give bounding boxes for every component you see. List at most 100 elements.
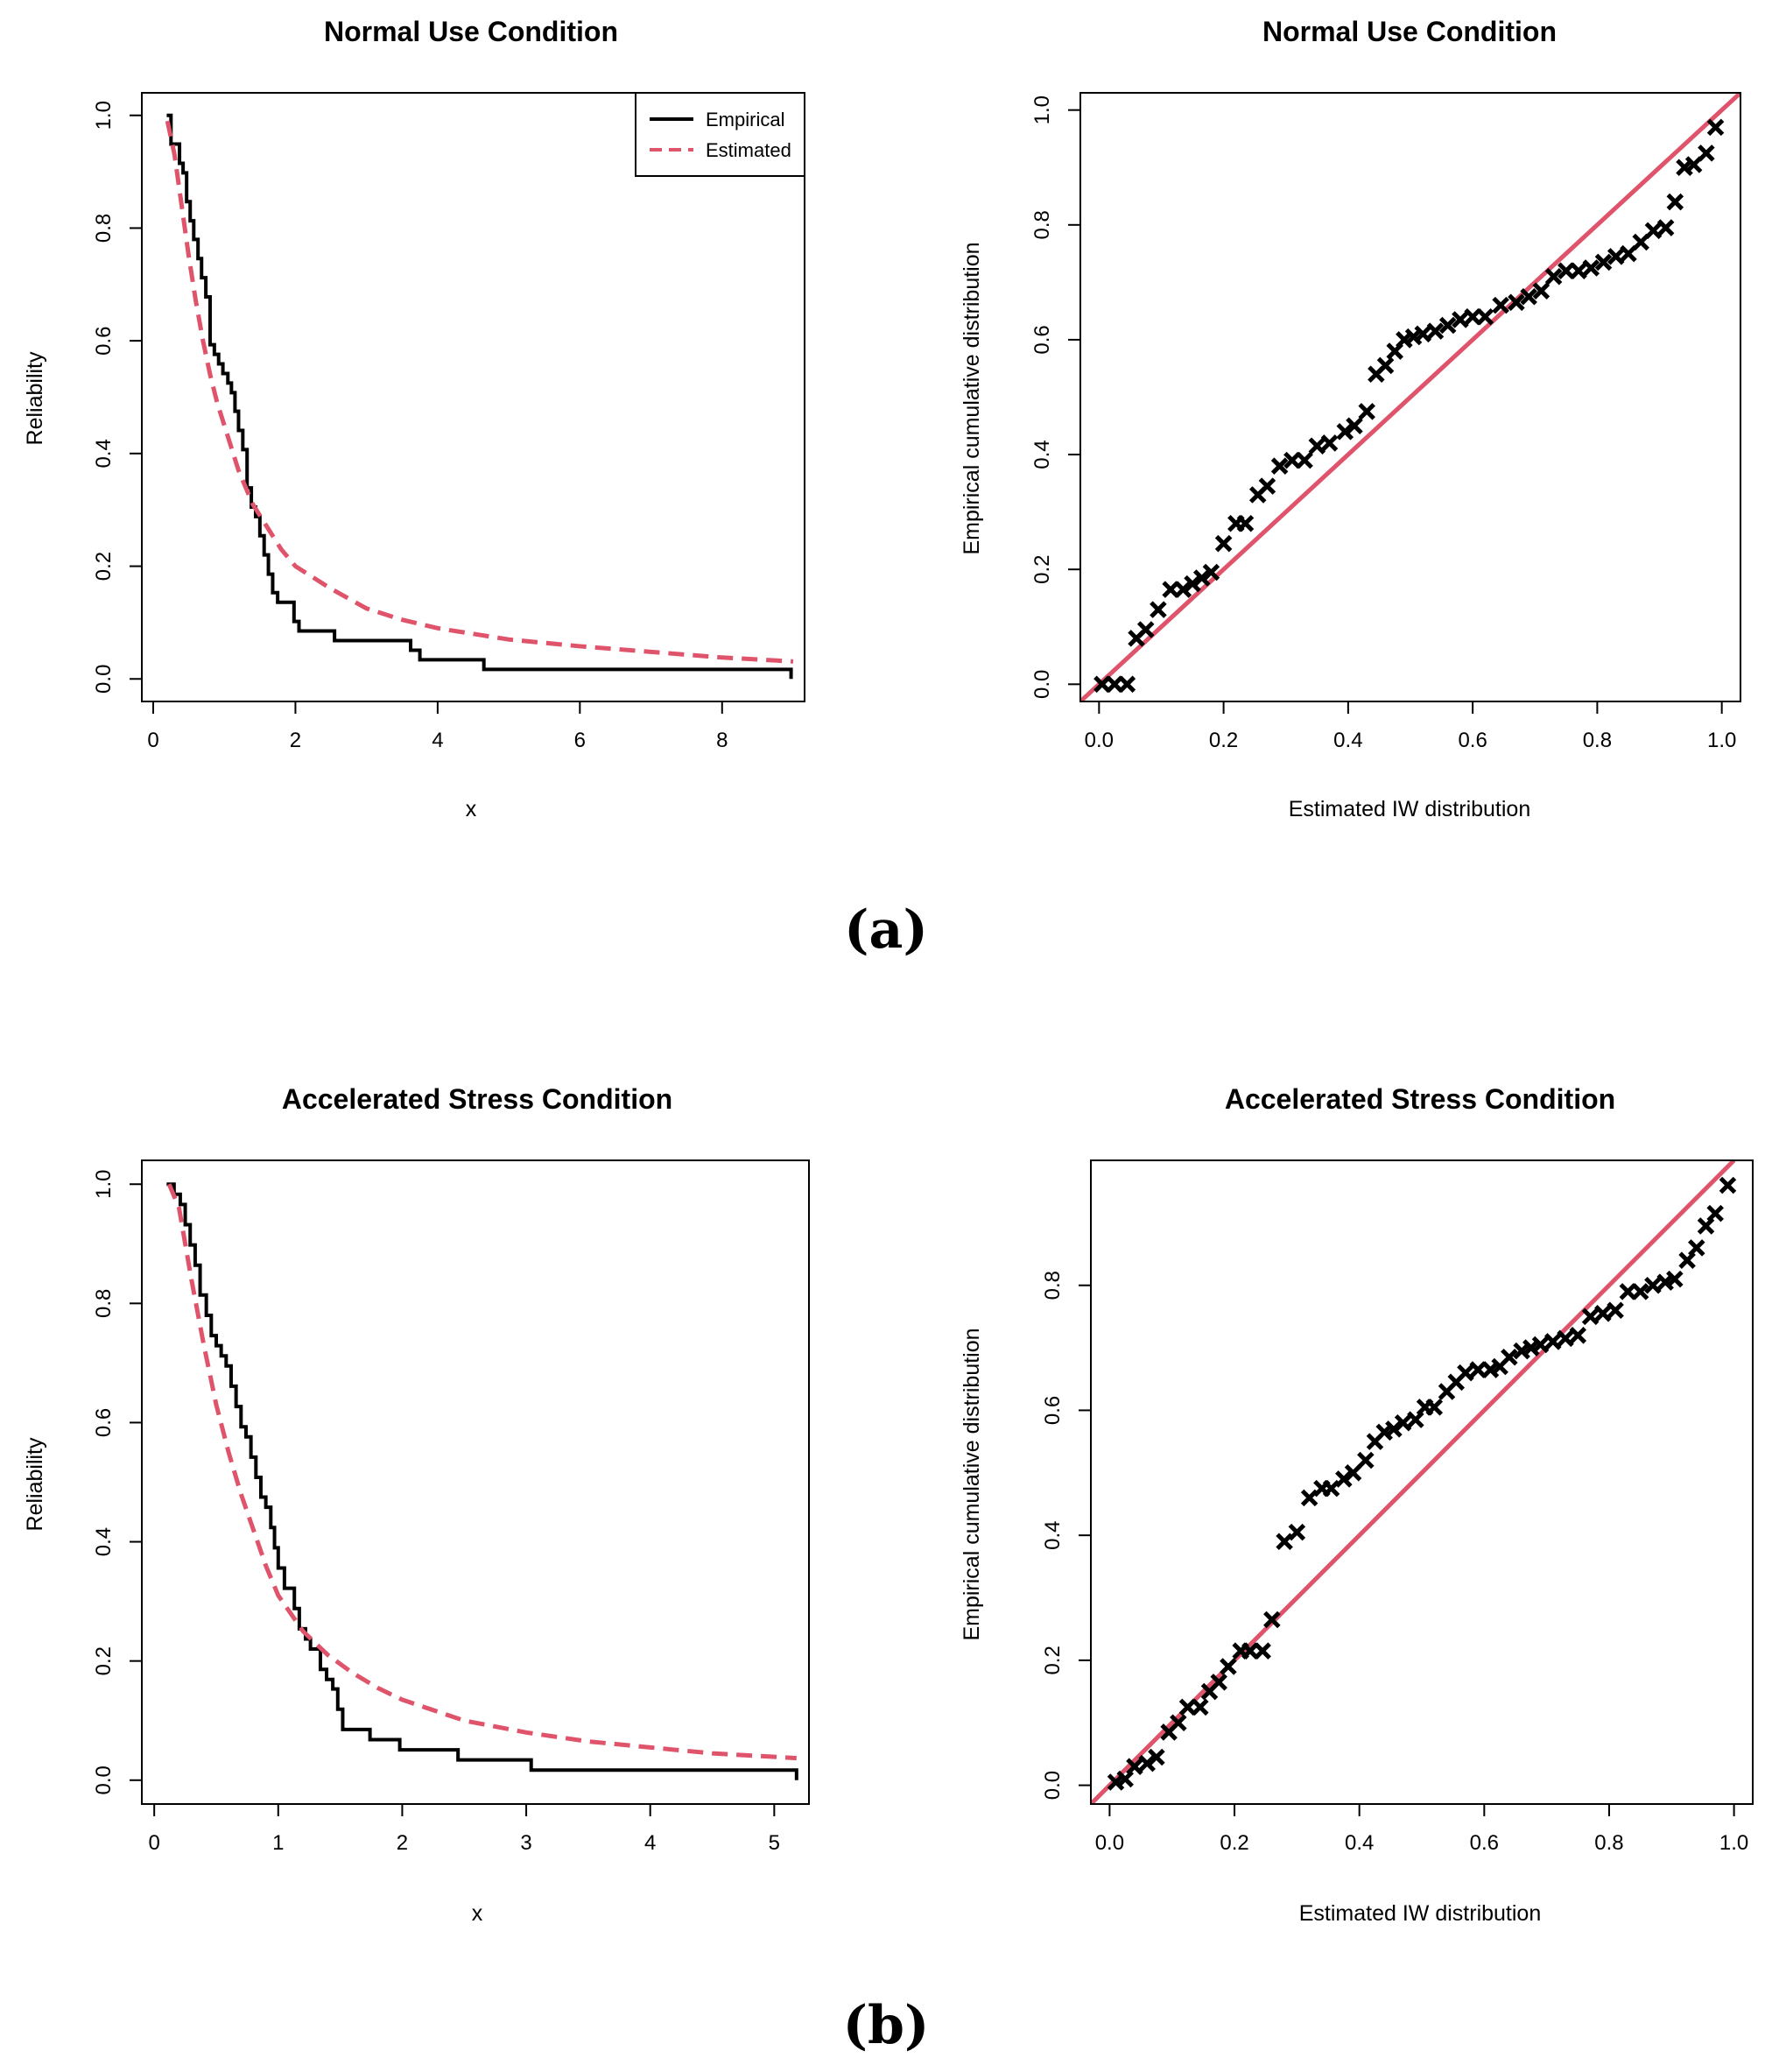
data-point xyxy=(1452,311,1469,328)
x-tick-label: 4 xyxy=(644,1831,656,1855)
data-point xyxy=(1481,1361,1500,1378)
data-point xyxy=(1678,1251,1696,1269)
data-point xyxy=(1138,1754,1156,1772)
data-point xyxy=(1581,1307,1600,1326)
data-point xyxy=(1236,514,1255,532)
x-axis-label: Estimated IW distribution xyxy=(1299,1901,1542,1926)
panel-label-a: (a) xyxy=(844,899,928,961)
data-point xyxy=(1544,268,1563,285)
y-axis-label: Reliability xyxy=(23,351,47,445)
plot-area xyxy=(1091,1160,1737,1804)
data-point xyxy=(1220,1658,1237,1675)
x-tick-label: 0.4 xyxy=(1345,1831,1374,1855)
x-tick-label: 0 xyxy=(147,729,158,752)
x-tick-label: 0.6 xyxy=(1458,729,1487,752)
data-point xyxy=(1570,262,1587,280)
data-point xyxy=(1607,1301,1624,1320)
chart-title: Accelerated Stress Condition xyxy=(282,1083,672,1115)
data-point xyxy=(1531,1336,1550,1354)
data-point xyxy=(1107,1773,1125,1791)
y-tick-label: 0.0 xyxy=(92,665,116,694)
chart-b-pp-plot: Accelerated Stress Condition Estimated I… xyxy=(960,1083,1754,1926)
x-tick-label: 0.0 xyxy=(1095,1831,1124,1855)
y-tick-label: 0.4 xyxy=(92,439,116,468)
data-point xyxy=(1425,1399,1444,1416)
x-tick-label: 1.0 xyxy=(1707,729,1736,752)
data-point xyxy=(1644,1276,1662,1294)
x-tick-label: 0.2 xyxy=(1220,1831,1248,1855)
y-tick-label: 0.4 xyxy=(1030,440,1054,469)
chart-a-reliability: Normal Use Condition x Reliability 0 2 4 6 8… xyxy=(23,16,805,821)
x-tick-label: 0.0 xyxy=(1085,729,1114,752)
data-point xyxy=(1106,675,1123,694)
plot-area xyxy=(166,1182,798,1780)
data-point xyxy=(1582,259,1600,277)
x-tick-label: 4 xyxy=(432,729,443,752)
y-tick-label: 1.0 xyxy=(1030,95,1054,124)
x-axis-label: x xyxy=(472,1901,483,1926)
plot-area xyxy=(1080,93,1740,701)
x-tick-label: 0.8 xyxy=(1583,729,1612,752)
data-point xyxy=(1376,356,1395,375)
data-point xyxy=(1594,253,1613,271)
y-tick-label: 0.2 xyxy=(1041,1646,1065,1674)
series-line-empirical xyxy=(166,1182,798,1780)
axis-ticks: 0.0 0.2 0.4 0.6 0.8 1.0 0.0 0.2 0.4 0.6 0.8 xyxy=(1041,1271,1748,1855)
data-point xyxy=(1513,1342,1530,1360)
y-tick-label: 0.8 xyxy=(1030,210,1054,239)
y-tick-label: 0.6 xyxy=(92,1408,116,1437)
chart-title: Accelerated Stress Condition xyxy=(1225,1083,1615,1115)
data-point xyxy=(1308,437,1326,455)
data-point xyxy=(1607,248,1625,265)
data-point xyxy=(1394,1413,1412,1432)
data-point xyxy=(1148,1748,1165,1766)
chart-a-pp-plot: Normal Use Condition Estimated IW distri… xyxy=(960,16,1741,821)
panel-label-b: (b) xyxy=(843,1995,930,2056)
data-point xyxy=(1320,434,1339,452)
data-point xyxy=(1192,1698,1209,1716)
y-tick-label: 0.2 xyxy=(92,552,116,581)
legend-estimated-label: Estimated xyxy=(706,139,791,161)
y-tick-label: 0.0 xyxy=(92,1765,116,1794)
series-line-estimated xyxy=(165,120,794,664)
y-tick-label: 0.4 xyxy=(92,1527,116,1556)
data-point xyxy=(1457,1364,1474,1382)
y-tick-label: 0.8 xyxy=(1041,1271,1065,1300)
x-tick-label: 0.4 xyxy=(1333,729,1362,752)
x-tick-label: 1 xyxy=(272,1831,284,1855)
data-point xyxy=(1093,675,1111,694)
plot-frame xyxy=(1090,1159,1754,1805)
data-point xyxy=(1631,1283,1649,1300)
data-point xyxy=(1619,1283,1637,1300)
x-tick-label: 5 xyxy=(769,1831,780,1855)
data-point xyxy=(1688,1239,1705,1257)
legend-empirical-label: Empirical xyxy=(706,109,784,130)
y-tick-label: 0.6 xyxy=(1041,1396,1065,1425)
x-tick-label: 0 xyxy=(148,1831,159,1855)
data-point xyxy=(1270,457,1289,475)
plot-area xyxy=(165,113,794,680)
data-point xyxy=(1136,621,1155,638)
data-point xyxy=(1254,1642,1271,1660)
y-tick-label: 0.2 xyxy=(1030,555,1054,584)
reference-line xyxy=(1091,1160,1736,1804)
y-tick-label: 0.8 xyxy=(92,214,116,243)
data-point xyxy=(1558,262,1575,280)
data-point xyxy=(1116,1770,1134,1788)
legend-box xyxy=(635,92,805,177)
reference-line xyxy=(1080,93,1740,701)
data-point xyxy=(1385,1420,1403,1438)
y-axis-label: Reliability xyxy=(23,1437,47,1531)
data-point xyxy=(1241,1642,1259,1660)
data-point xyxy=(1407,1411,1424,1428)
data-point xyxy=(1620,244,1637,263)
data-point xyxy=(1335,1470,1353,1488)
data-point xyxy=(1178,1698,1197,1716)
data-point xyxy=(1706,1204,1724,1223)
y-tick-label: 0.8 xyxy=(92,1289,116,1318)
series-line-empirical xyxy=(166,113,793,680)
data-point xyxy=(1126,1758,1143,1775)
x-axis-label: x xyxy=(466,797,477,821)
